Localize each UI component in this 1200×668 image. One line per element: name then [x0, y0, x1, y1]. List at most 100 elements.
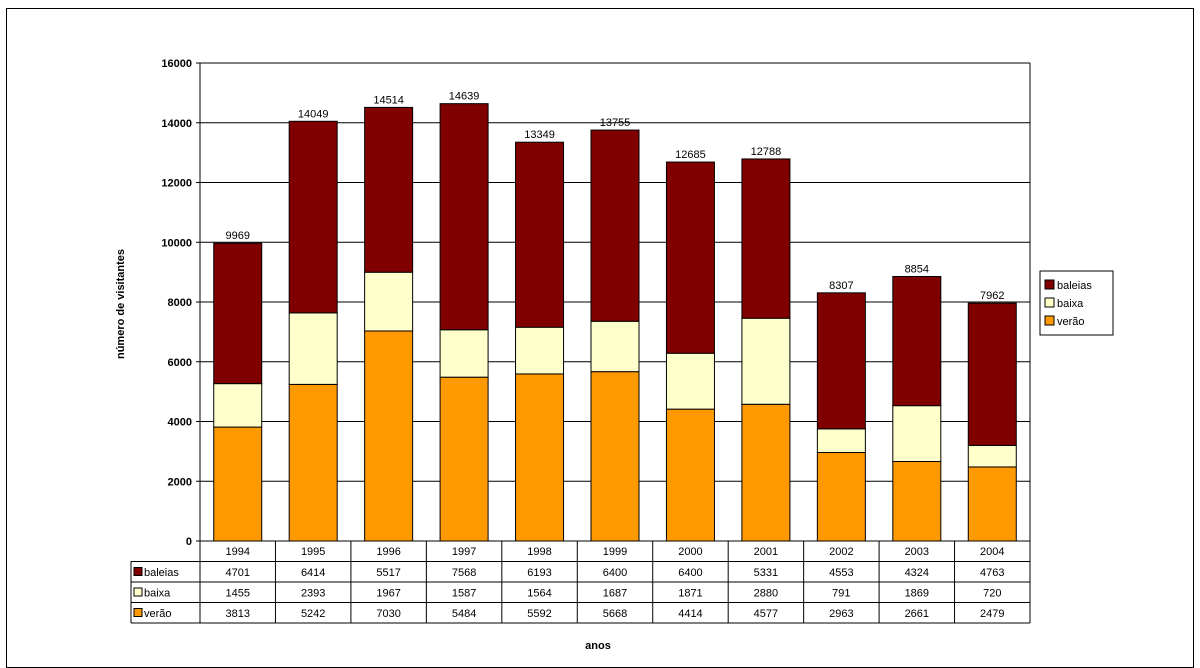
bar-segment [213, 383, 263, 428]
bar-segment [515, 141, 565, 328]
table-cell-value: 1967 [376, 588, 400, 600]
x-tick-label: 2001 [754, 546, 778, 558]
bar-segment [364, 106, 414, 273]
bar-total-label: 14514 [373, 94, 404, 106]
table-cell-value: 7568 [452, 567, 476, 579]
table-cell-value: 4577 [754, 608, 778, 620]
bar-total-label: 12685 [675, 149, 706, 161]
legend-label: baleias [1057, 280, 1092, 292]
legend-label: baixa [1057, 298, 1084, 310]
bar-segment [741, 317, 791, 405]
table-cell-value: 7030 [376, 608, 400, 620]
x-tick-label: 1997 [452, 546, 476, 558]
x-tick-label: 2002 [829, 546, 853, 558]
y-axis-label: número de visitantes [115, 249, 127, 359]
bar-segment [816, 451, 866, 542]
bar-total-label: 14639 [449, 91, 480, 103]
table-cell-value: 5484 [452, 608, 476, 620]
bar-segment [892, 461, 942, 542]
table-cell-value: 4701 [225, 567, 249, 579]
y-tick-label: 16000 [161, 58, 192, 70]
x-tick-label: 2004 [980, 546, 1004, 558]
bar-total-label: 12788 [751, 146, 782, 158]
table-legend-key [133, 587, 143, 597]
bar-segment [967, 302, 1017, 446]
table-legend-key [133, 567, 143, 576]
y-tick-label: 10000 [161, 237, 192, 249]
bar-segment [665, 408, 715, 542]
bar-segment [967, 444, 1017, 468]
x-tick-label: 1995 [301, 546, 325, 558]
table-cell-value: 5668 [603, 608, 627, 620]
legend-label: verão [1057, 316, 1085, 328]
table-cell-value: 6193 [527, 567, 551, 579]
x-tick-label: 1996 [376, 546, 400, 558]
x-tick-label: 2003 [905, 546, 929, 558]
bar-total-label: 8854 [905, 263, 929, 275]
table-cell-value: 1564 [527, 588, 551, 600]
bar-segment [515, 373, 565, 542]
x-axis-label: anos [585, 640, 611, 652]
bar-segment [590, 371, 640, 542]
bar-segment [816, 428, 866, 453]
y-tick-label: 2000 [168, 476, 192, 488]
bar-segment [741, 158, 791, 319]
bar-total-label: 8307 [829, 280, 853, 292]
legend-swatch [1044, 297, 1055, 308]
table-cell-value: 5242 [301, 608, 325, 620]
bar-segment [439, 329, 489, 378]
bar-segment [288, 383, 338, 542]
table-cell-value: 2393 [301, 588, 325, 600]
bar-segment [816, 292, 866, 430]
table-cell-value: 4553 [829, 567, 853, 579]
bar-segment [967, 466, 1017, 542]
table-cell-value: 5331 [754, 567, 778, 579]
bar-segment [515, 326, 565, 375]
bar-total-label: 13755 [600, 117, 631, 129]
bar-segment [892, 405, 942, 463]
table-legend-key [133, 608, 143, 617]
table-cell-value: 2880 [754, 588, 778, 600]
bar-segment [439, 376, 489, 542]
bar-segment [288, 120, 338, 314]
table-cell-value: 1587 [452, 588, 476, 600]
x-tick-label: 1998 [527, 546, 551, 558]
bar-total-label: 14049 [298, 108, 329, 120]
x-tick-label: 1999 [603, 546, 627, 558]
bar-segment [590, 320, 640, 373]
y-tick-label: 14000 [161, 118, 192, 130]
y-tick-label: 4000 [168, 417, 192, 429]
table-cell-value: 5592 [527, 608, 551, 620]
table-cell-value: 6400 [603, 567, 627, 579]
bar-segment [590, 129, 640, 322]
table-cell-value: 4324 [905, 567, 929, 579]
y-tick-label: 8000 [168, 297, 192, 309]
bar-segment [213, 242, 263, 385]
bar-total-label: 13349 [524, 129, 555, 141]
y-tick-label: 0 [186, 536, 192, 548]
bar-segment [665, 352, 715, 410]
bar-segment [364, 271, 414, 332]
x-tick-label: 2000 [678, 546, 702, 558]
table-cell-value: 4414 [678, 608, 702, 620]
bar-segment [741, 403, 791, 542]
bar-total-label: 7962 [980, 290, 1004, 302]
table-cell-value: 2963 [829, 608, 853, 620]
y-tick-label: 6000 [168, 357, 192, 369]
table-cell-value: 2479 [980, 608, 1004, 620]
table-cell-value: 791 [832, 588, 850, 600]
table-cell-value: 4763 [980, 567, 1004, 579]
table-cell-value: 1871 [678, 588, 702, 600]
bar-total-label: 9969 [225, 230, 249, 242]
table-cell-value: 2661 [905, 608, 929, 620]
y-tick-label: 12000 [161, 178, 192, 190]
table-cell-value: 1869 [905, 588, 929, 600]
table-cell-value: 3813 [225, 608, 249, 620]
table-cell-value: 720 [983, 588, 1001, 600]
table-row-label: baixa [144, 588, 171, 600]
x-tick-label: 1994 [225, 546, 249, 558]
table-cell-value: 6414 [301, 567, 325, 579]
bar-segment [213, 426, 263, 542]
table-row-label: verão [144, 608, 172, 620]
bar-segment [892, 275, 942, 407]
